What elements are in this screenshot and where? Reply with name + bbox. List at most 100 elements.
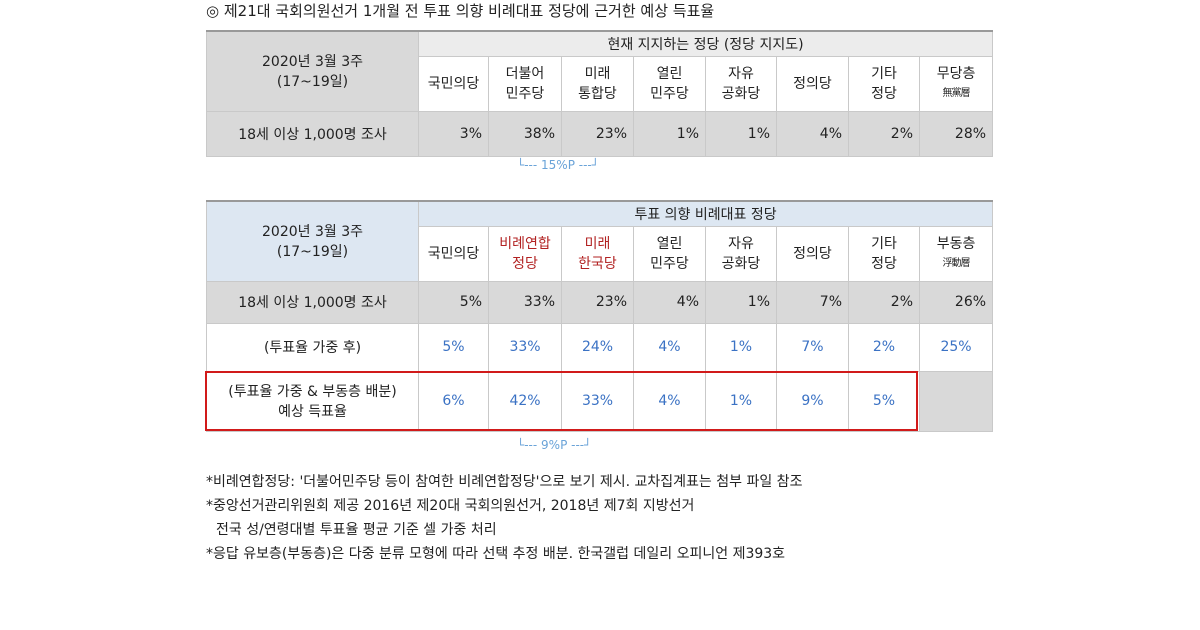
party-name: 부동층 <box>936 235 976 252</box>
value-cell: 25% <box>918 322 994 372</box>
party-name: 공화당 <box>721 85 761 102</box>
party-name: 열린 <box>656 235 683 252</box>
value-cell: 9% <box>776 370 849 432</box>
party-name: 미래 <box>584 235 611 252</box>
survey-range: (17~19일) <box>276 244 349 261</box>
party-name: 무당층 <box>936 65 976 82</box>
value-cell: 1% <box>705 110 777 157</box>
party-name-hanja: 無黨層 <box>942 87 971 99</box>
party-name: 열린 <box>656 65 683 82</box>
value-cell: 4% <box>633 322 706 372</box>
party-name: 정의당 <box>793 245 832 262</box>
party-name: 미래 <box>584 65 611 82</box>
row-label: 18세 이상 1,000명 조사 <box>206 280 419 324</box>
row-label: (투표율 가중 후) <box>206 322 419 372</box>
value-cell: 1% <box>705 322 777 372</box>
footnote: *응답 유보층(부동층)은 다중 분류 모형에 따라 선택 추정 배분. 한국갤… <box>206 546 786 562</box>
party-name: 정당 <box>512 255 538 272</box>
value-cell: 1% <box>633 110 706 157</box>
party-name: 자유 <box>728 65 754 82</box>
gap-annotation-15p: └--- 15%P ---┘ <box>517 158 599 172</box>
footnote: *중앙선거관리위원회 제공 2016년 제20대 국회의원선거, 2018년 제… <box>206 498 695 514</box>
value-cell: 4% <box>633 280 706 324</box>
party-header: 무당층 無黨層 <box>918 55 994 112</box>
footnotes: *비례연합정당: '더불어민주당 등이 참여한 비례연합정당'으로 보기 제시.… <box>206 470 802 566</box>
party-name: 기타 <box>871 65 897 82</box>
document-title: ◎ 제21대 국회의원선거 1개월 전 투표 의향 비례대표 정당에 근거한 예… <box>206 2 715 20</box>
value-cell: 26% <box>918 280 994 324</box>
party-support-table: 2020년 3월 3주 (17~19일) 현재 지지하는 정당 (정당 지지도)… <box>206 30 994 157</box>
value-cell: 1% <box>705 280 777 324</box>
value-cell: 2% <box>848 322 920 372</box>
table-header: 투표 의향 비례대표 정당 <box>417 200 994 227</box>
row-label-line: 예상 득표율 <box>278 404 347 420</box>
party-header: 정의당 <box>776 55 849 112</box>
party-header: 정의당 <box>776 225 849 282</box>
party-name: 국민의당 <box>427 75 480 92</box>
value-cell: 42% <box>488 370 562 432</box>
party-name: 비례연합 <box>499 235 551 252</box>
party-header: 국민의당 <box>418 225 489 282</box>
row-label: (투표율 가중 & 부동층 배분) 예상 득표율 <box>206 370 419 432</box>
date-cell: 2020년 3월 3주 (17~19일) <box>206 200 419 282</box>
value-cell: 24% <box>561 322 634 372</box>
value-cell: 7% <box>776 280 849 324</box>
value-cell-empty <box>918 370 994 432</box>
party-name: 정의당 <box>793 75 832 92</box>
gap-annotation-9p: └--- 9%P ---┘ <box>517 438 592 452</box>
survey-date: 2020년 3월 3주 <box>262 224 363 241</box>
value-cell: 38% <box>488 110 562 157</box>
value-cell: 33% <box>561 370 634 432</box>
value-cell: 5% <box>418 322 489 372</box>
party-name: 통합당 <box>578 85 617 102</box>
value-cell: 23% <box>561 110 634 157</box>
party-header: 국민의당 <box>418 55 489 112</box>
survey-range: (17~19일) <box>276 74 349 91</box>
party-name: 한국당 <box>578 255 617 272</box>
survey-date: 2020년 3월 3주 <box>262 54 363 71</box>
date-cell: 2020년 3월 3주 (17~19일) <box>206 30 419 112</box>
party-header: 부동층 浮動層 <box>918 225 994 282</box>
party-name: 정당 <box>871 85 897 102</box>
value-cell: 33% <box>488 322 562 372</box>
value-cell: 2% <box>848 280 920 324</box>
value-cell: 23% <box>561 280 634 324</box>
value-cell: 5% <box>848 370 920 432</box>
party-name-hanja: 浮動層 <box>942 257 971 269</box>
footnote: 전국 성/연령대별 투표율 평균 기준 셀 가중 처리 <box>216 522 497 538</box>
party-name: 자유 <box>728 235 754 252</box>
party-name: 기타 <box>871 235 897 252</box>
value-cell: 2% <box>848 110 920 157</box>
value-cell: 5% <box>418 280 489 324</box>
party-name: 민주당 <box>650 255 689 272</box>
party-name: 민주당 <box>650 85 689 102</box>
party-name: 민주당 <box>505 85 545 102</box>
party-name: 정당 <box>871 255 897 272</box>
proportional-vote-table: 2020년 3월 3주 (17~19일) 투표 의향 비례대표 정당 국민의당 … <box>206 200 994 432</box>
table-header: 현재 지지하는 정당 (정당 지지도) <box>417 30 994 57</box>
row-label-line: (투표율 가중 & 부동층 배분) <box>228 384 397 400</box>
value-cell: 4% <box>776 110 849 157</box>
value-cell: 7% <box>776 322 849 372</box>
value-cell: 3% <box>418 110 489 157</box>
party-name: 국민의당 <box>427 245 480 262</box>
value-cell: 28% <box>918 110 994 157</box>
party-name: 공화당 <box>721 255 761 272</box>
value-cell: 4% <box>633 370 706 432</box>
party-name: 더불어 <box>505 65 545 82</box>
value-cell: 33% <box>488 280 562 324</box>
footnote: *비례연합정당: '더불어민주당 등이 참여한 비례연합정당'으로 보기 제시.… <box>206 474 803 490</box>
row-label: 18세 이상 1,000명 조사 <box>206 110 419 157</box>
value-cell: 6% <box>418 370 489 432</box>
value-cell: 1% <box>705 370 777 432</box>
